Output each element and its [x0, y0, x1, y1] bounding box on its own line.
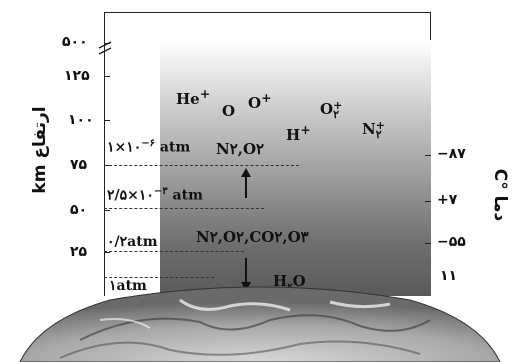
down-arrow-icon: [241, 258, 251, 291]
pressure-label-1: ۱×۱۰−۶ atm: [107, 138, 191, 156]
pressure-label-3: ۰/۲atm: [107, 234, 158, 250]
ion-he-plus: He+: [176, 86, 211, 108]
level-line-2: [104, 208, 264, 209]
temperature-tick-2: +۷: [437, 192, 458, 208]
t-tick-mark: [425, 201, 431, 202]
temperature-tick-1: −۸۷: [437, 146, 466, 162]
y-tick-mark: [104, 210, 110, 211]
level-line-3: [104, 251, 244, 252]
temperature-axis-title: دما °C: [490, 168, 510, 222]
pressure-label-4: ۱atm: [109, 278, 147, 294]
atom-o: O: [222, 102, 236, 120]
altitude-tick-500: ۵۰۰: [62, 34, 88, 50]
level-line-4: [104, 277, 214, 278]
up-arrow-icon: [241, 168, 251, 198]
molecules-n2-o2: N۲,O۲: [216, 140, 265, 158]
ion-h-plus: H+: [286, 122, 311, 144]
axis-break-icon: [98, 41, 112, 55]
y-tick-mark: [104, 43, 110, 44]
altitude-tick-50: ۵۰: [70, 202, 88, 218]
t-tick-mark: [425, 155, 431, 156]
ion-o-plus: O+: [248, 90, 272, 112]
y-tick-mark: [104, 252, 110, 253]
pressure-label-2: ۲/۵×۱۰−۳ atm: [107, 186, 203, 204]
molecules-n2-o2-co2-o3: N۲,O۲,CO۲,O۳: [196, 228, 309, 246]
t-tick-mark: [425, 243, 431, 244]
y-tick-mark: [104, 120, 110, 121]
level-line-1: [104, 165, 299, 166]
temperature-tick-4: ۱۱: [440, 268, 458, 284]
ion-n2-plus: N +۲: [362, 119, 385, 141]
temperature-tick-3: −۵۵: [437, 234, 466, 250]
altitude-tick-75: ۷۵: [70, 157, 88, 173]
y-tick-mark: [104, 76, 110, 77]
altitude-axis-title: ارتفاع km: [30, 106, 50, 194]
ion-o2-plus: O +۲: [320, 99, 343, 121]
altitude-tick-25: ۲۵: [70, 244, 88, 260]
altitude-tick-125: ۱۲۵: [64, 68, 90, 84]
altitude-tick-100: ۱۰۰: [68, 112, 94, 128]
atmosphere-gradient: [160, 40, 431, 296]
earth-image: [19, 286, 501, 362]
